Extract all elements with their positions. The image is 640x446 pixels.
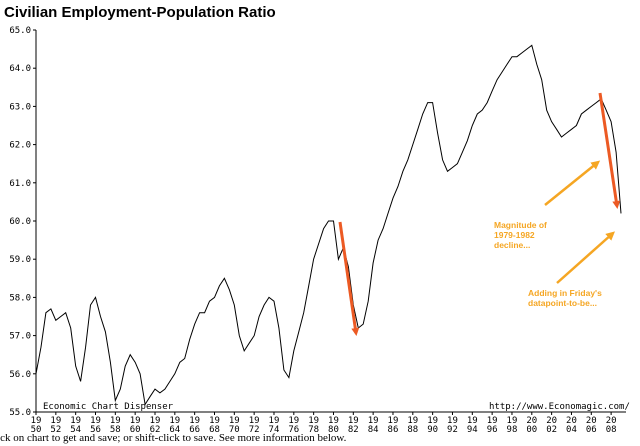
x-tick-label-century: 19 <box>209 416 220 426</box>
x-tick-label-century: 19 <box>229 416 240 426</box>
annotation-datapoint-line2: datapoint-to-be... <box>528 298 597 308</box>
x-tick-label-year: 52 <box>50 425 61 432</box>
x-tick-label-year: 98 <box>507 425 518 432</box>
x-tick-label-year: 66 <box>189 425 200 432</box>
chart-title: Civilian Employment-Population Ratio <box>4 4 276 21</box>
x-axis: 1950195219541956195819601962196419661968… <box>31 412 617 432</box>
x-tick-label-century: 19 <box>50 416 61 426</box>
x-tick-label-year: 72 <box>249 425 260 432</box>
x-tick-label-century: 19 <box>269 416 280 426</box>
x-tick-label-year: 76 <box>288 425 299 432</box>
x-tick-label-century: 19 <box>388 416 399 426</box>
x-tick-label-year: 82 <box>348 425 359 432</box>
y-tick-label: 62.0 <box>9 141 31 151</box>
pointer-arrow-datapoint <box>556 231 615 284</box>
x-tick-label-century: 19 <box>70 416 81 426</box>
employment-population-chart[interactable]: Civilian Employment-Population Ratio 65.… <box>0 0 640 432</box>
x-tick-label-century: 19 <box>507 416 518 426</box>
x-tick-label-year: 54 <box>70 425 81 432</box>
watermark-right: http://www.Economagic.com/ <box>489 402 630 412</box>
x-tick-label-century: 20 <box>606 416 617 426</box>
x-tick-label-year: 50 <box>31 425 42 432</box>
series-line <box>35 44 622 406</box>
annotation-magnitude-line1: Magnitude of <box>494 220 547 230</box>
x-tick-label-century: 19 <box>249 416 260 426</box>
y-tick-label: 65.0 <box>9 26 31 36</box>
x-tick-label-century: 20 <box>546 416 557 426</box>
x-tick-label-year: 84 <box>368 425 379 432</box>
x-tick-label-century: 19 <box>288 416 299 426</box>
x-tick-label-year: 08 <box>606 425 617 432</box>
x-tick-label-century: 20 <box>586 416 597 426</box>
x-tick-label-century: 19 <box>189 416 200 426</box>
x-tick-label-year: 62 <box>150 425 161 432</box>
y-tick-label: 58.0 <box>9 293 31 303</box>
y-tick-label: 61.0 <box>9 179 31 189</box>
x-tick-label-year: 88 <box>407 425 418 432</box>
x-tick-label-year: 56 <box>90 425 101 432</box>
y-axis: 65.0 64.0 63.0 62.0 61.0 60.0 59.0 58.0 57.0 56.0… <box>9 26 36 418</box>
x-tick-label-year: 60 <box>130 425 141 432</box>
x-tick-label-year: 04 <box>566 425 577 432</box>
x-tick-label-century: 19 <box>368 416 379 426</box>
annotation-magnitude-line2: 1979-1982 <box>494 230 535 240</box>
x-tick-label-century: 19 <box>487 416 498 426</box>
x-tick-label-century: 20 <box>566 416 577 426</box>
y-tick-label: 60.0 <box>9 217 31 227</box>
x-tick-label-century: 19 <box>31 416 42 426</box>
x-tick-label-century: 19 <box>427 416 438 426</box>
y-tick-label: 59.0 <box>9 255 31 265</box>
x-tick-label-century: 19 <box>447 416 458 426</box>
x-tick-label-century: 19 <box>110 416 121 426</box>
footer-instructions: lick on chart to get and save; or shift-… <box>0 432 347 444</box>
x-tick-label-year: 64 <box>169 425 180 432</box>
x-tick-label-century: 20 <box>526 416 537 426</box>
x-tick-label-year: 96 <box>487 425 498 432</box>
x-tick-label-year: 90 <box>427 425 438 432</box>
decline-arrow-2008 <box>598 92 621 209</box>
x-tick-label-year: 06 <box>586 425 597 432</box>
y-tick-label: 56.0 <box>9 370 31 380</box>
x-tick-label-year: 78 <box>308 425 319 432</box>
x-tick-label-century: 19 <box>150 416 161 426</box>
x-tick-label-year: 68 <box>209 425 220 432</box>
x-tick-label-year: 58 <box>110 425 121 432</box>
x-tick-label-century: 19 <box>467 416 478 426</box>
x-tick-label-year: 74 <box>269 425 280 432</box>
x-tick-label-century: 19 <box>348 416 359 426</box>
y-tick-label: 55.0 <box>9 408 31 418</box>
y-tick-label: 64.0 <box>9 64 31 74</box>
x-tick-label-year: 70 <box>229 425 240 432</box>
annotation-datapoint-line1: Adding in Friday's <box>528 288 602 298</box>
x-tick-label-century: 19 <box>169 416 180 426</box>
x-tick-label-century: 19 <box>90 416 101 426</box>
annotation-magnitude-line3: decline... <box>494 240 530 250</box>
x-tick-label-year: 00 <box>526 425 537 432</box>
watermark-left: Economic Chart Dispenser <box>43 402 174 412</box>
y-tick-label: 57.0 <box>9 332 31 342</box>
decline-arrow-1979-1982 <box>338 221 360 336</box>
x-tick-label-century: 19 <box>308 416 319 426</box>
pointer-arrow-magnitude <box>544 160 601 206</box>
x-tick-label-year: 86 <box>388 425 399 432</box>
x-tick-label-year: 80 <box>328 425 339 432</box>
x-tick-label-year: 92 <box>447 425 458 432</box>
y-tick-label: 63.0 <box>9 102 31 112</box>
x-tick-label-century: 19 <box>328 416 339 426</box>
x-tick-label-century: 19 <box>407 416 418 426</box>
x-tick-label-year: 02 <box>546 425 557 432</box>
x-tick-label-century: 19 <box>130 416 141 426</box>
x-tick-label-year: 94 <box>467 425 478 432</box>
